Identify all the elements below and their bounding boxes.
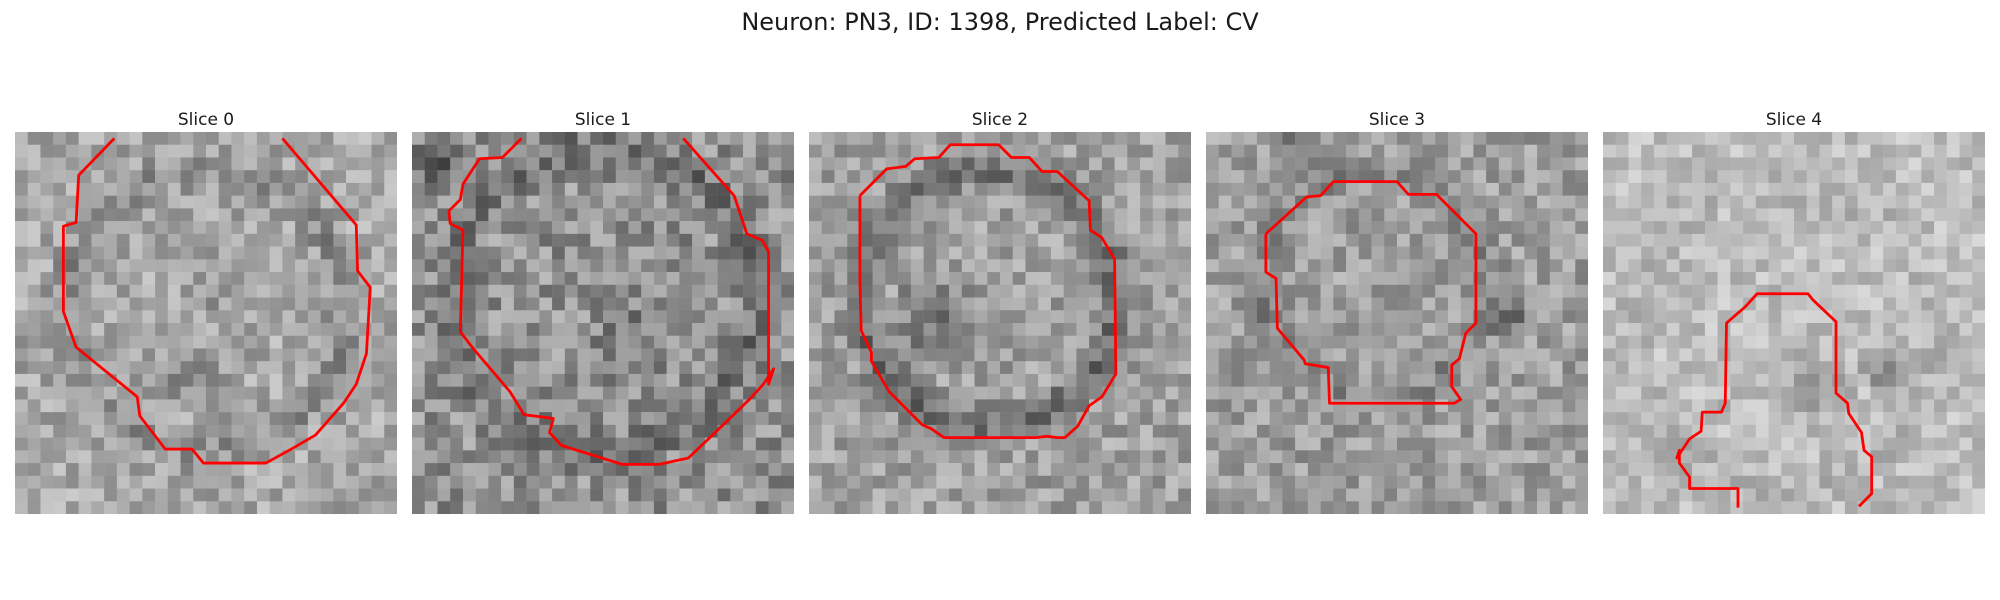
segmentation-contour-4 [1675, 292, 1874, 508]
slice-image-1 [412, 132, 794, 514]
slice-image-3 [1206, 132, 1588, 514]
slice-panel-2: Slice 2 [809, 108, 1191, 514]
slice-panel-0: Slice 0 [15, 108, 397, 514]
slice-title-2: Slice 2 [971, 110, 1029, 130]
slice-title-4: Slice 4 [1765, 110, 1823, 130]
slice-panel-1: Slice 1 [412, 108, 794, 514]
segmentation-contour-3 [1264, 180, 1478, 405]
slice-image-2 [809, 132, 1191, 514]
segmentation-contour-1 [447, 137, 776, 466]
segmentation-contour-0 [61, 137, 372, 465]
slice-image-4 [1603, 132, 1985, 514]
slice-image-0 [15, 132, 397, 514]
slice-title-3: Slice 3 [1368, 110, 1426, 130]
slice-panel-3: Slice 3 [1206, 108, 1588, 514]
slice-title-0: Slice 0 [177, 110, 235, 130]
segmentation-contour-2 [858, 143, 1118, 440]
figure-title: Neuron: PN3, ID: 1398, Predicted Label: … [741, 8, 1259, 36]
slice-title-1: Slice 1 [574, 110, 632, 130]
slice-panel-4: Slice 4 [1603, 108, 1985, 514]
